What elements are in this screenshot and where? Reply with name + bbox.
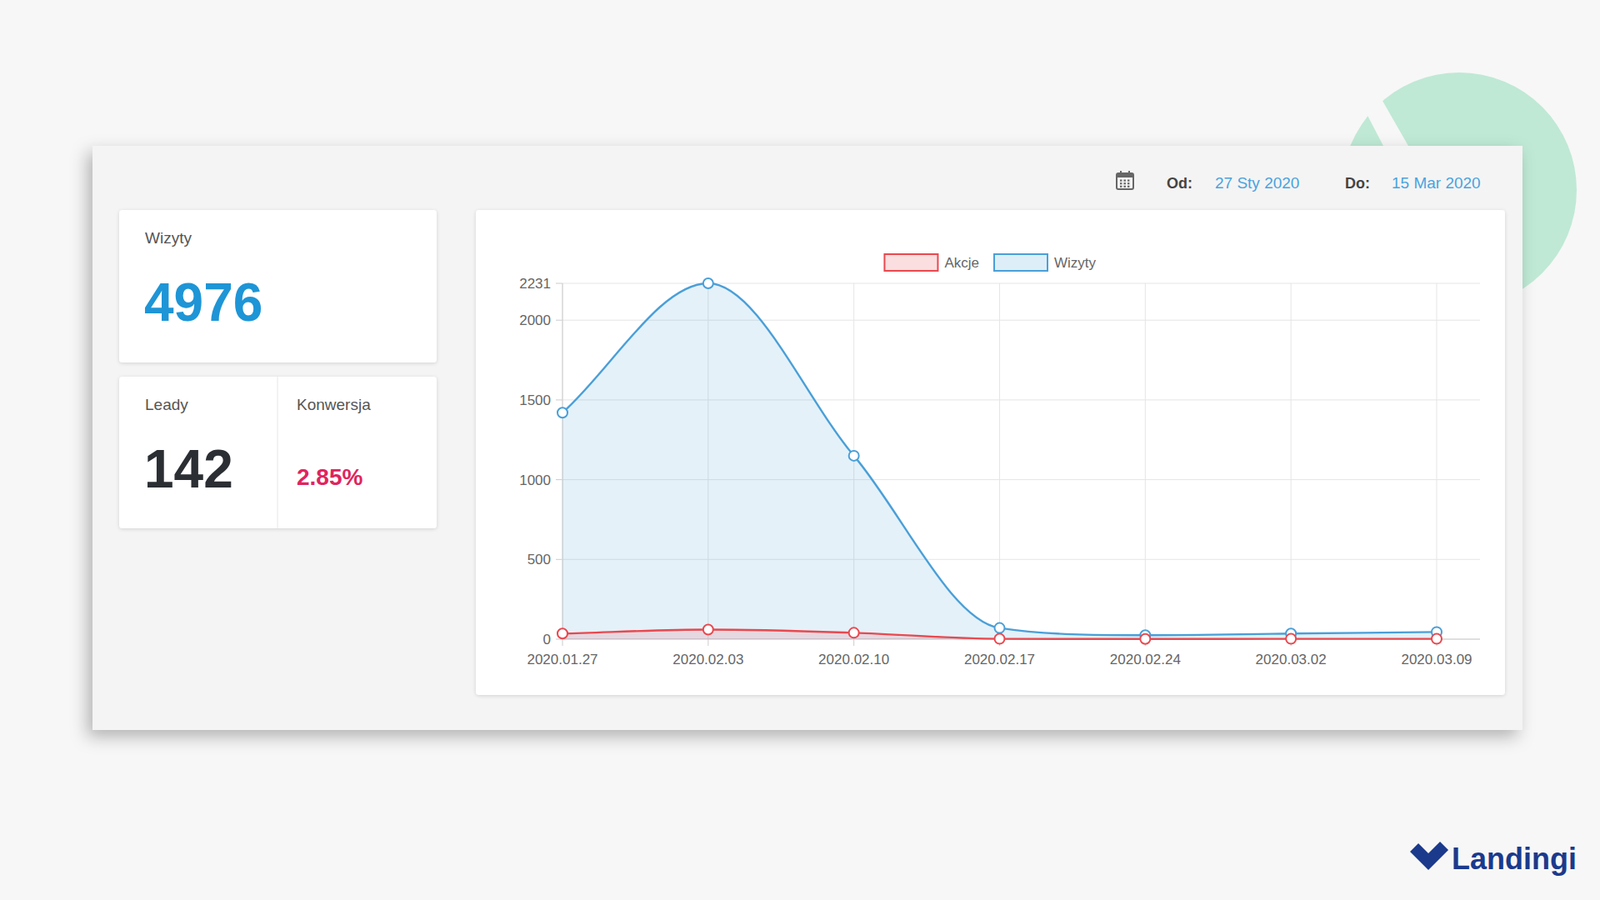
tick-label-y: 2231: [519, 275, 551, 292]
grid-line-x: [1436, 283, 1438, 640]
data-point: [995, 634, 1005, 645]
grid-line-x: [1290, 283, 1292, 640]
calendar-dot: [1124, 180, 1126, 182]
tick-y: [555, 559, 563, 560]
calendar-icon: [1116, 170, 1134, 190]
card-value: 2.85%: [296, 464, 363, 490]
tick-label-x: 2020.01.27: [526, 651, 598, 668]
calendar-dot: [1124, 182, 1126, 185]
legend: Akcje Wizyty: [884, 254, 1096, 271]
date-from-label: Od:: [1166, 175, 1193, 192]
tick-label-x: 2020.03.02: [1255, 651, 1327, 668]
chart-card: [475, 210, 1505, 695]
card-label: Konwersja: [296, 395, 371, 414]
tick-y: [555, 399, 563, 400]
date-to: 15 Mar 2020: [1391, 174, 1481, 192]
calendar-ring: [1128, 170, 1130, 175]
data-point: [557, 407, 568, 418]
data-point: [703, 278, 714, 289]
legend-label: Wizyty: [1054, 255, 1097, 271]
tick-label-x: 2020.02.10: [818, 651, 890, 668]
date-to-label: Do:: [1345, 175, 1370, 192]
date-from: 27 Sty 2020: [1215, 174, 1300, 192]
panel: [92, 145, 1523, 730]
tick-label-x: 2020.02.03: [672, 651, 744, 668]
plot-area: [557, 278, 1442, 645]
chart: 0 500 1000 1500 2000 2231 2020.01.27 2020.02.03…: [519, 254, 1480, 668]
calendar-dot: [1120, 180, 1122, 182]
card-value: 142: [144, 439, 234, 500]
tick-label-y: 0: [543, 631, 551, 648]
grid-line-x: [999, 283, 1000, 640]
brand-name: Landingi: [1451, 841, 1577, 876]
deco-notch: [1333, 50, 1409, 146]
data-point: [995, 623, 1005, 634]
tick-y: [555, 283, 563, 285]
card-leads: [119, 376, 437, 529]
card-label: Wizyty: [145, 229, 192, 247]
legend-swatch: [884, 254, 938, 271]
tick-x: [562, 639, 564, 646]
page: Od: 27 Sty 2020 Do: 15 Mar 2020 Wizyty 4976 Le…: [0, 0, 1600, 900]
data-point: [703, 625, 714, 635]
calendar-dot: [1127, 180, 1130, 182]
tick-label-x: 2020.02.24: [1110, 651, 1181, 668]
tick-x: [853, 639, 855, 646]
tick-x: [707, 639, 709, 646]
area-fill: [562, 283, 1437, 640]
card-visits: [119, 210, 437, 363]
calendar-dot: [1127, 182, 1130, 185]
tick-label-y: 2000: [519, 312, 551, 329]
legend-swatch: [994, 254, 1048, 271]
calendar-ring: [1120, 170, 1122, 175]
brand-icon: [1410, 841, 1449, 870]
legend-label: Akcje: [944, 255, 980, 271]
calendar-dot: [1127, 185, 1130, 188]
calendar-top: [1116, 173, 1134, 178]
data-point: [1140, 634, 1150, 645]
data-point: [1431, 634, 1442, 645]
tick-y: [555, 320, 563, 321]
calendar-dot: [1120, 182, 1122, 185]
card-value: 4976: [144, 272, 263, 333]
tick-y: [555, 479, 563, 480]
tick-label-x: 2020.03.09: [1400, 651, 1472, 668]
data-point: [849, 450, 860, 461]
tick-label-x: 2020.02.17: [964, 651, 1035, 668]
data-point: [557, 628, 568, 639]
card-divider: [277, 376, 279, 529]
tick-label-y: 1500: [519, 392, 551, 409]
calendar-frame: [1116, 173, 1134, 190]
data-point: [1285, 634, 1296, 645]
series-line: [562, 283, 1437, 635]
calendar-dot: [1124, 185, 1126, 188]
tick-label-y: 1000: [519, 472, 551, 489]
grid-line-x: [1145, 283, 1146, 640]
calendar-dot: [1120, 185, 1122, 188]
background: [0, 0, 1600, 900]
tick-label-y: 500: [527, 551, 551, 568]
data-point: [849, 627, 860, 638]
card-label: Leady: [145, 395, 189, 414]
